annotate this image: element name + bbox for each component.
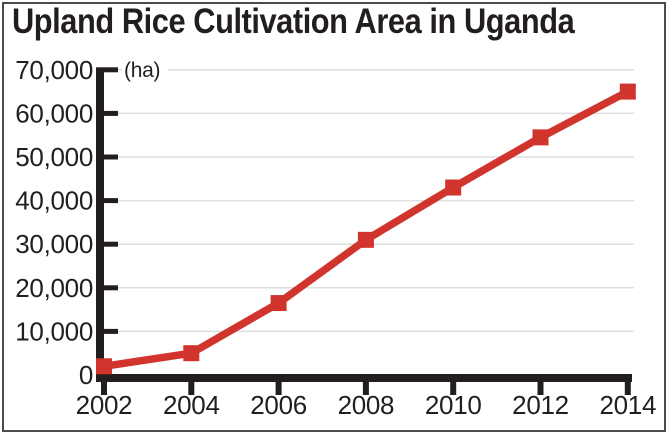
y-tick-label: 20,000 [15, 273, 93, 303]
y-tick-label: 40,000 [15, 186, 93, 216]
y-tick [96, 241, 118, 247]
y-tick-label: 70,000 [15, 55, 93, 85]
data-point [619, 83, 636, 100]
data-point [96, 358, 112, 375]
data-point [183, 345, 200, 362]
x-tick [101, 382, 107, 395]
data-point [270, 295, 287, 312]
y-axis-line [96, 68, 104, 382]
x-tick [624, 382, 631, 395]
x-tick-label: 2006 [250, 390, 307, 420]
y-tick [96, 328, 118, 334]
x-axis-line [96, 374, 632, 382]
y-tick [96, 67, 118, 73]
x-tick [188, 382, 195, 395]
y-tick [96, 154, 118, 160]
unit-label: (ha) [124, 59, 160, 82]
data-point [445, 179, 462, 196]
y-tick [96, 110, 118, 116]
y-tick [96, 285, 118, 291]
x-tick-label: 2002 [76, 390, 133, 420]
x-tick-label: 2014 [599, 390, 656, 420]
x-tick [275, 382, 282, 395]
x-tick [537, 382, 544, 395]
y-tick-label: 50,000 [15, 142, 93, 172]
x-tick-label: 2012 [512, 390, 569, 420]
x-tick-label: 2008 [338, 390, 395, 420]
y-tick-label: 30,000 [15, 229, 93, 259]
y-tick-label: 0 [79, 360, 93, 390]
data-point [532, 129, 549, 146]
x-tick [362, 382, 369, 395]
y-tick [96, 198, 118, 204]
y-tick-label: 60,000 [15, 98, 93, 128]
x-tick-label: 2010 [425, 390, 482, 420]
chart-frame [2, 2, 666, 432]
data-point [357, 231, 374, 248]
x-tick [450, 382, 457, 395]
x-tick-label: 2004 [163, 390, 220, 420]
unit-label-backing [122, 56, 168, 82]
y-tick-label: 10,000 [15, 316, 93, 346]
data-line [103, 88, 630, 370]
chart-title: Upland Rice Cultivation Area in Uganda [12, 2, 575, 41]
